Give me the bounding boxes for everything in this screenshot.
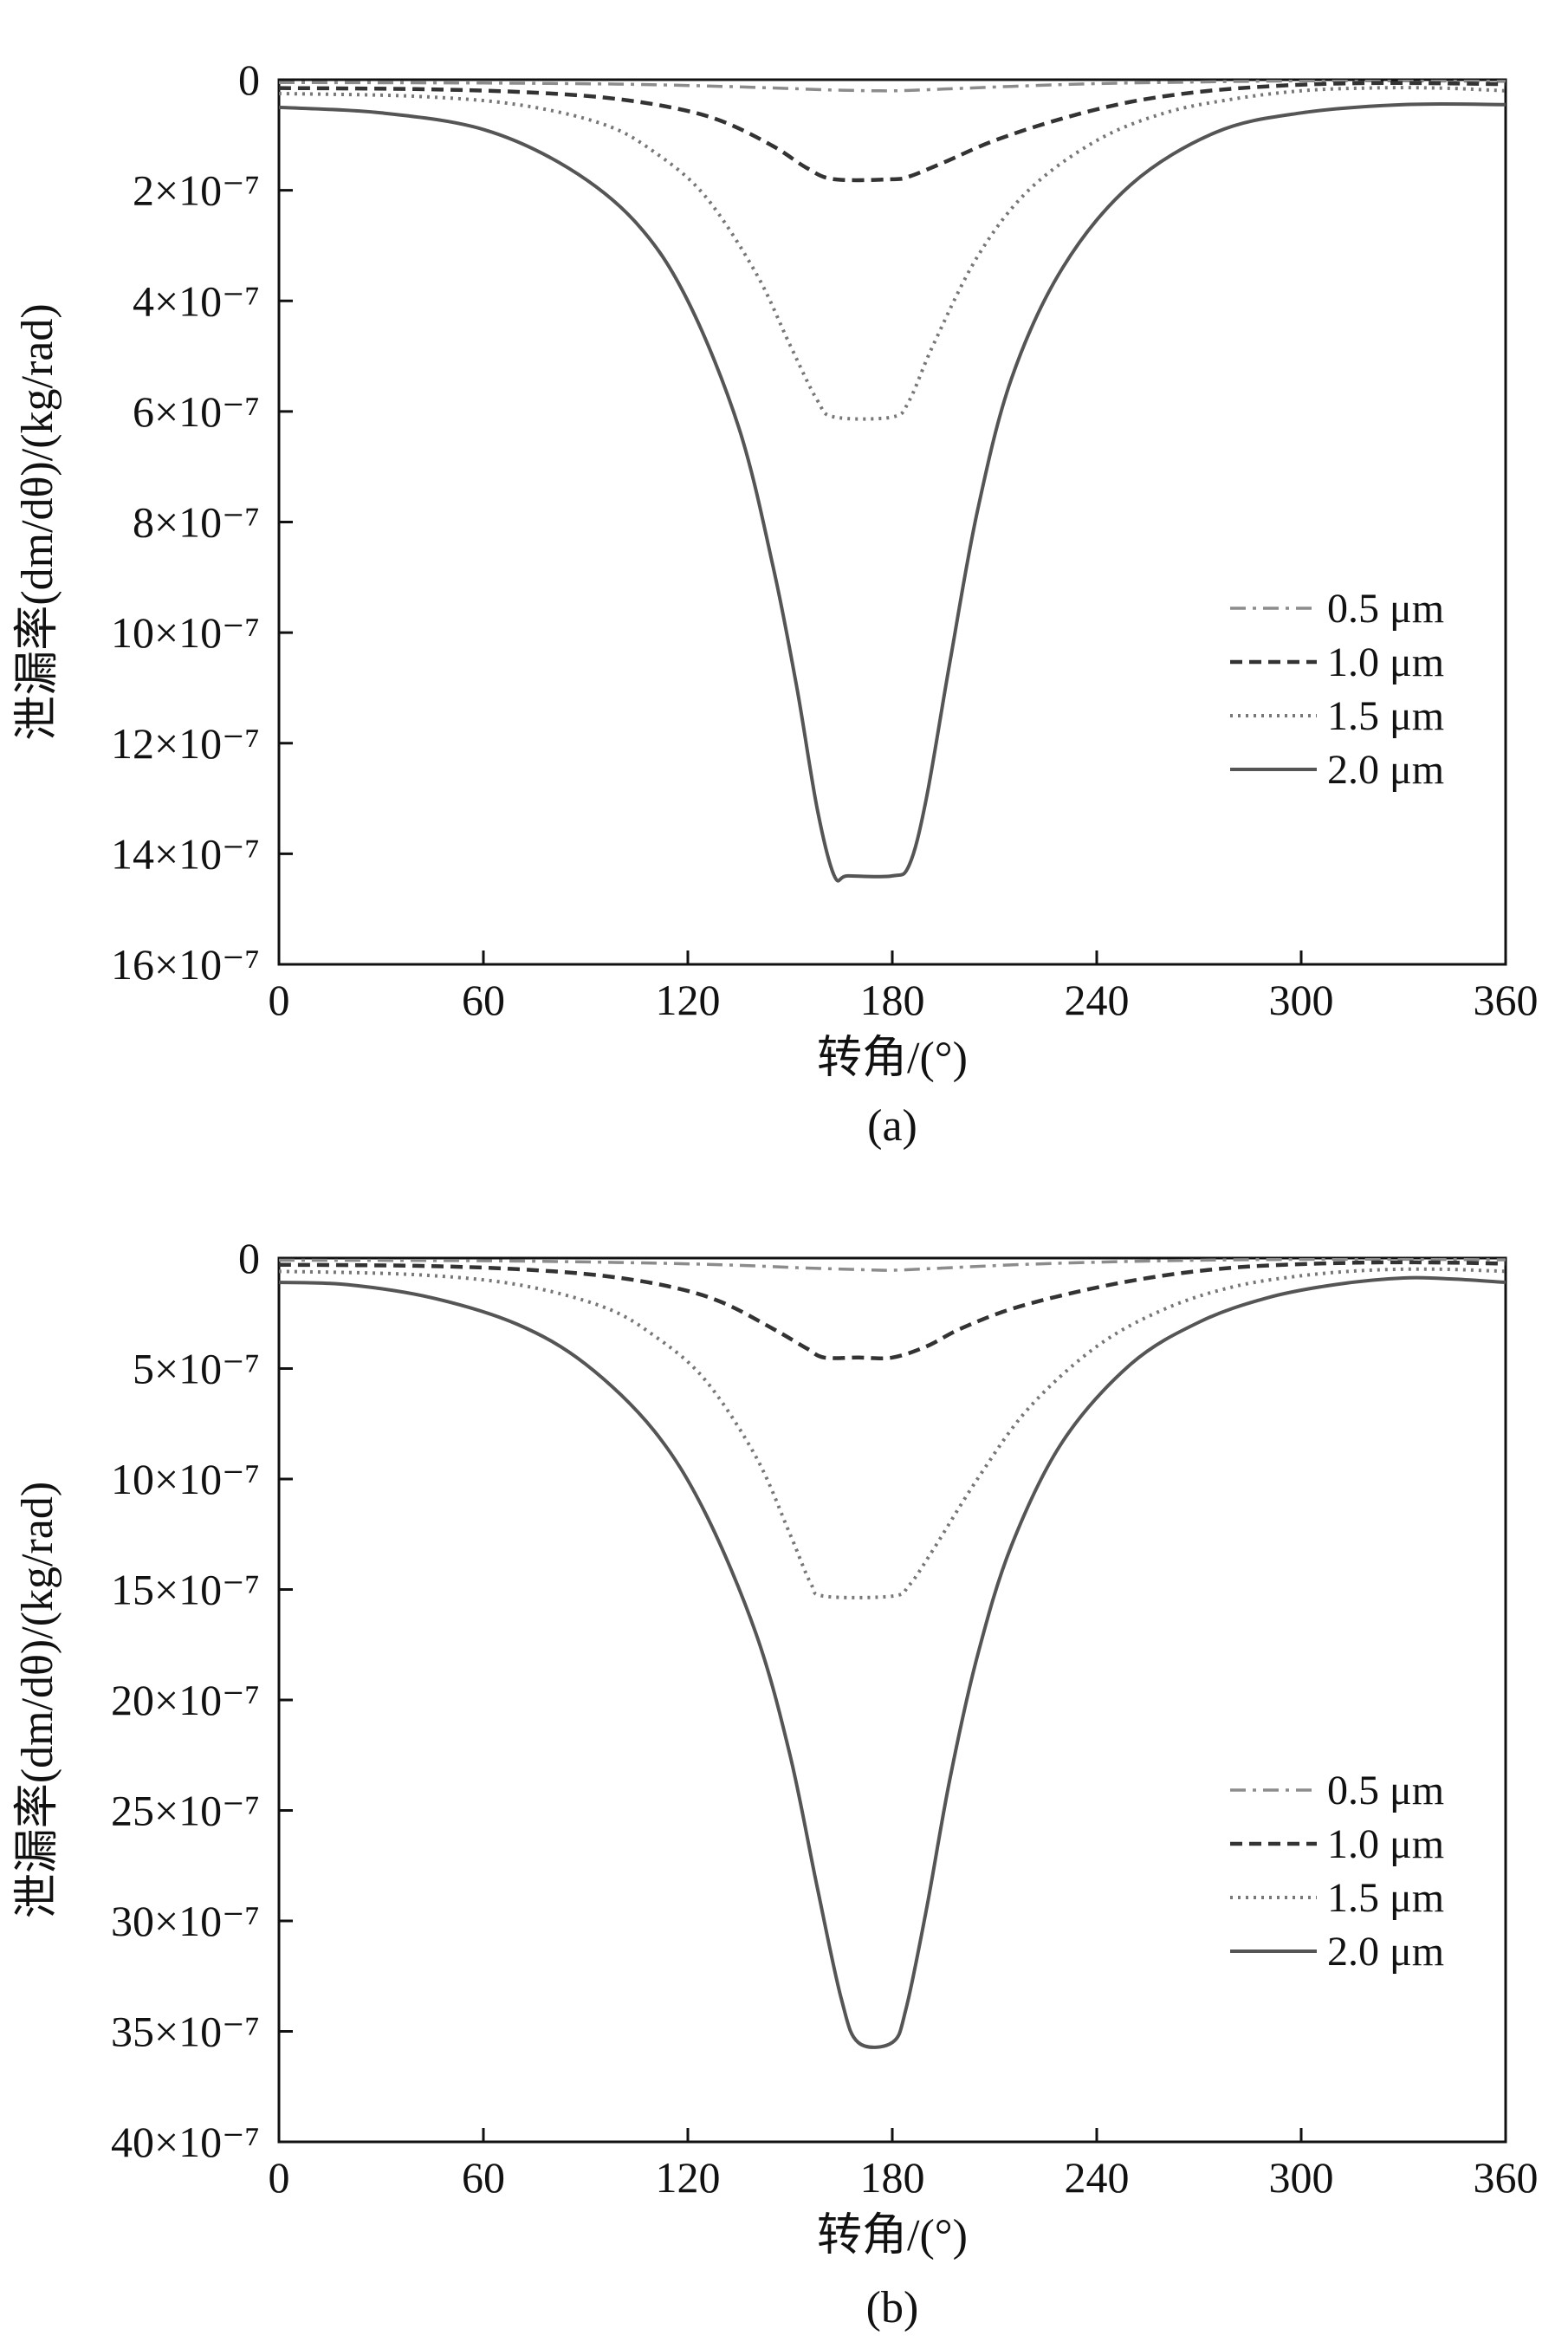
- y-tick-label: 35×10⁻⁷: [111, 2008, 260, 2056]
- plot-frame: [277, 1256, 1507, 2144]
- panel-label: (a): [867, 1101, 917, 1151]
- x-tick-label: 0: [269, 976, 290, 1024]
- x-axis-title: 转角/(°): [817, 2211, 968, 2261]
- legend-label: 0.5 μm: [1327, 1768, 1444, 1813]
- chart-panel-2: 0 60 120 180 240 300 360 0 5×10⁻⁷ 10×10⁻⁷ 15×10⁻⁷ 2…: [13, 1234, 1539, 2332]
- y-tick-label: 20×10⁻⁷: [111, 1676, 260, 1724]
- legend-label: 1.0 μm: [1327, 639, 1444, 685]
- y-tick-label: 14×10⁻⁷: [111, 829, 260, 878]
- x-axis-title: 转角/(°): [817, 1034, 968, 1083]
- y-tick-label: 5×10⁻⁷: [133, 1345, 260, 1393]
- legend-label: 2.0 μm: [1327, 747, 1444, 793]
- series-line-1.5: [279, 1267, 1506, 1599]
- y-tick-label: 10×10⁻⁷: [111, 1455, 260, 1503]
- y-tick-label: 6×10⁻⁷: [133, 387, 260, 436]
- series-line-1.0: [279, 81, 1506, 183]
- legend-label: 1.0 μm: [1327, 1821, 1444, 1867]
- x-tick-label: 240: [1065, 976, 1130, 1024]
- y-axis-title: 泄漏率(dm/dθ)/(kg/rad): [13, 303, 62, 740]
- legend: 0.5 μm 1.0 μm 1.5 μm 2.0 μm: [1230, 1768, 1444, 1975]
- y-tick-label: 16×10⁻⁷: [111, 940, 260, 989]
- series-line-1.5: [279, 86, 1506, 421]
- x-tick-label: 300: [1269, 2153, 1334, 2202]
- legend-label: 0.5 μm: [1327, 586, 1444, 632]
- series-line-1.0: [279, 1260, 1506, 1360]
- y-tick-label: 2×10⁻⁷: [133, 166, 260, 215]
- x-tick-label: 180: [860, 2153, 925, 2202]
- x-tick-label: 180: [860, 976, 925, 1024]
- x-tick-label: 240: [1065, 2153, 1130, 2202]
- chart-panel-1: 0 60 120 180 240 300 360 0 2×10⁻⁷ 4×10⁻⁷ 6×10⁻⁷ 8×1…: [13, 55, 1539, 1151]
- y-tick-label: 0: [238, 1234, 260, 1282]
- x-tick-label: 360: [1474, 976, 1539, 1024]
- y-tick-label: 0: [238, 55, 260, 104]
- x-tick-label: 60: [462, 976, 505, 1024]
- legend: 0.5 μm 1.0 μm 1.5 μm 2.0 μm: [1230, 586, 1444, 793]
- x-tick-label: 120: [656, 2153, 721, 2202]
- legend-label: 2.0 μm: [1327, 1929, 1444, 1975]
- series-line-2.0: [279, 101, 1506, 883]
- series-line-0.5: [279, 80, 1506, 93]
- y-tick-label: 40×10⁻⁷: [111, 2118, 260, 2166]
- y-axis-title: 泄漏率(dm/dθ)/(kg/rad): [13, 1482, 62, 1918]
- y-tick-label: 10×10⁻⁷: [111, 608, 260, 657]
- legend-label: 1.5 μm: [1327, 1875, 1444, 1921]
- panel-label: (b): [866, 2283, 919, 2332]
- y-tick-label: 15×10⁻⁷: [111, 1566, 260, 1614]
- x-tick-label: 300: [1269, 976, 1334, 1024]
- y-tick-label: 12×10⁻⁷: [111, 719, 260, 768]
- y-tick-label: 30×10⁻⁷: [111, 1897, 260, 1945]
- x-tick-label: 360: [1474, 2153, 1539, 2202]
- x-tick-label: 60: [462, 2153, 505, 2202]
- y-tick-label: 8×10⁻⁷: [133, 498, 260, 547]
- x-tick-label: 120: [656, 976, 721, 1024]
- series-line-2.0: [279, 1275, 1506, 2049]
- legend-label: 1.5 μm: [1327, 693, 1444, 739]
- y-tick-label: 4×10⁻⁷: [133, 276, 260, 325]
- plot-frame: [277, 78, 1507, 966]
- y-tick-label: 25×10⁻⁷: [111, 1787, 260, 1835]
- x-tick-label: 0: [269, 2153, 290, 2202]
